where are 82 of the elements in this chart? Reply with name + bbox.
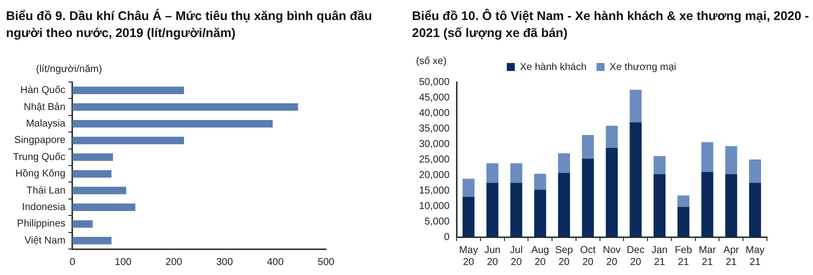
- bar: [72, 186, 126, 194]
- bar: [534, 174, 546, 190]
- x-tick-label: Sep 20: [555, 244, 574, 268]
- bar: [72, 120, 273, 128]
- bar: [510, 163, 522, 183]
- x-tick-label: 500: [318, 256, 335, 268]
- bar: [72, 103, 298, 111]
- bar: [606, 126, 618, 148]
- bar: [72, 220, 93, 228]
- y-tick-label: Trung Quốc: [12, 152, 66, 163]
- bar: [749, 160, 762, 183]
- y-tick-label: 5,000: [424, 216, 450, 228]
- bar: [72, 170, 112, 178]
- y-tick-label: Thái Lan: [26, 185, 66, 196]
- bar: [725, 146, 738, 174]
- x-tick-label: Dec 20: [626, 244, 645, 268]
- y-tick-label: Nhật Bản: [24, 102, 66, 113]
- x-tick-label: Aug 20: [531, 244, 550, 268]
- x-tick-label: May 20: [459, 244, 478, 268]
- y-tick-label: 10,000: [418, 200, 450, 212]
- y-tick-label: Indonesia: [22, 202, 66, 213]
- bar: [72, 86, 184, 94]
- bar: [725, 174, 738, 237]
- bar: [654, 156, 666, 174]
- y-tick-label: 50,000: [418, 76, 450, 88]
- bar: [510, 182, 522, 237]
- legend-label: Xe hành khách: [520, 62, 587, 73]
- bar: [582, 135, 594, 159]
- y-tick-label: Singpapore: [14, 135, 66, 146]
- y-tick-label: 40,000: [418, 108, 450, 119]
- y-tick-label: Malaysia: [26, 118, 66, 130]
- y-tick-label: 0: [444, 232, 450, 243]
- bar: [630, 90, 642, 122]
- x-tick-label: Oct 20: [580, 244, 596, 268]
- y-tick-label: 35,000: [418, 123, 450, 134]
- bar: [606, 148, 618, 237]
- bar: [677, 206, 690, 237]
- x-tick-label: Mar 21: [698, 244, 717, 268]
- chart-title: Biểu đồ 10. Ô tô Việt Nam - Xe hành khách & xe thương mại, 2020 - 2021 (số lượng xe đã bán): [412, 8, 810, 42]
- chart-title: Biểu đồ 9. Dầu khí Châu Á – Mức tiêu thụ xăng bình quân đầu người theo nước, 2019 (lít/người/năm): [6, 8, 374, 42]
- y-tick-label: Việt Nam: [24, 235, 66, 246]
- x-tick-label: 100: [114, 256, 132, 268]
- x-tick-label: 200: [166, 256, 183, 268]
- bar: [72, 236, 112, 244]
- y-tick-label: 30,000: [418, 138, 450, 150]
- x-tick-label: 400: [266, 256, 284, 268]
- bar: [630, 122, 642, 237]
- bar: [654, 174, 666, 237]
- y-tick-label: 25,000: [418, 154, 450, 166]
- x-tick-label: 300: [216, 256, 234, 268]
- bar: [462, 178, 474, 197]
- bar: [486, 182, 498, 237]
- bar: [701, 142, 714, 172]
- x-tick-label: 0: [70, 256, 76, 268]
- y-tick-label: 45,000: [418, 92, 450, 104]
- y-tick-label: Philippines: [17, 218, 66, 230]
- y-tick-label: Hồng Kông: [15, 168, 66, 180]
- bar: [486, 163, 498, 183]
- x-tick-label: Jul 20: [510, 244, 523, 268]
- bar: [558, 172, 570, 237]
- legend-label: Xe thương mại: [610, 62, 676, 73]
- bar: [462, 196, 474, 237]
- x-tick-label: Jun 20: [484, 244, 500, 268]
- y-tick-label: Hàn Quốc: [20, 85, 66, 96]
- x-tick-label: Apr 21: [723, 244, 740, 268]
- x-tick-label: Nov 20: [602, 244, 621, 268]
- bar: [582, 158, 594, 237]
- bar: [534, 190, 546, 237]
- bar: [701, 172, 714, 237]
- y-tick-label: 15,000: [418, 185, 450, 196]
- bar: [72, 136, 184, 144]
- bar: [677, 195, 690, 207]
- y-tick-label: 20,000: [418, 170, 450, 181]
- x-tick-label: Jan 21: [651, 244, 668, 268]
- y-axis-title: (lít/người/năm): [36, 64, 102, 75]
- bar: [749, 182, 762, 237]
- bar: [72, 153, 114, 161]
- bar: [558, 153, 570, 173]
- x-tick-label: May 21: [746, 244, 765, 268]
- x-tick-label: Feb 21: [674, 244, 692, 268]
- y-axis-title: (số xe): [416, 56, 447, 67]
- bar: [72, 203, 136, 212]
